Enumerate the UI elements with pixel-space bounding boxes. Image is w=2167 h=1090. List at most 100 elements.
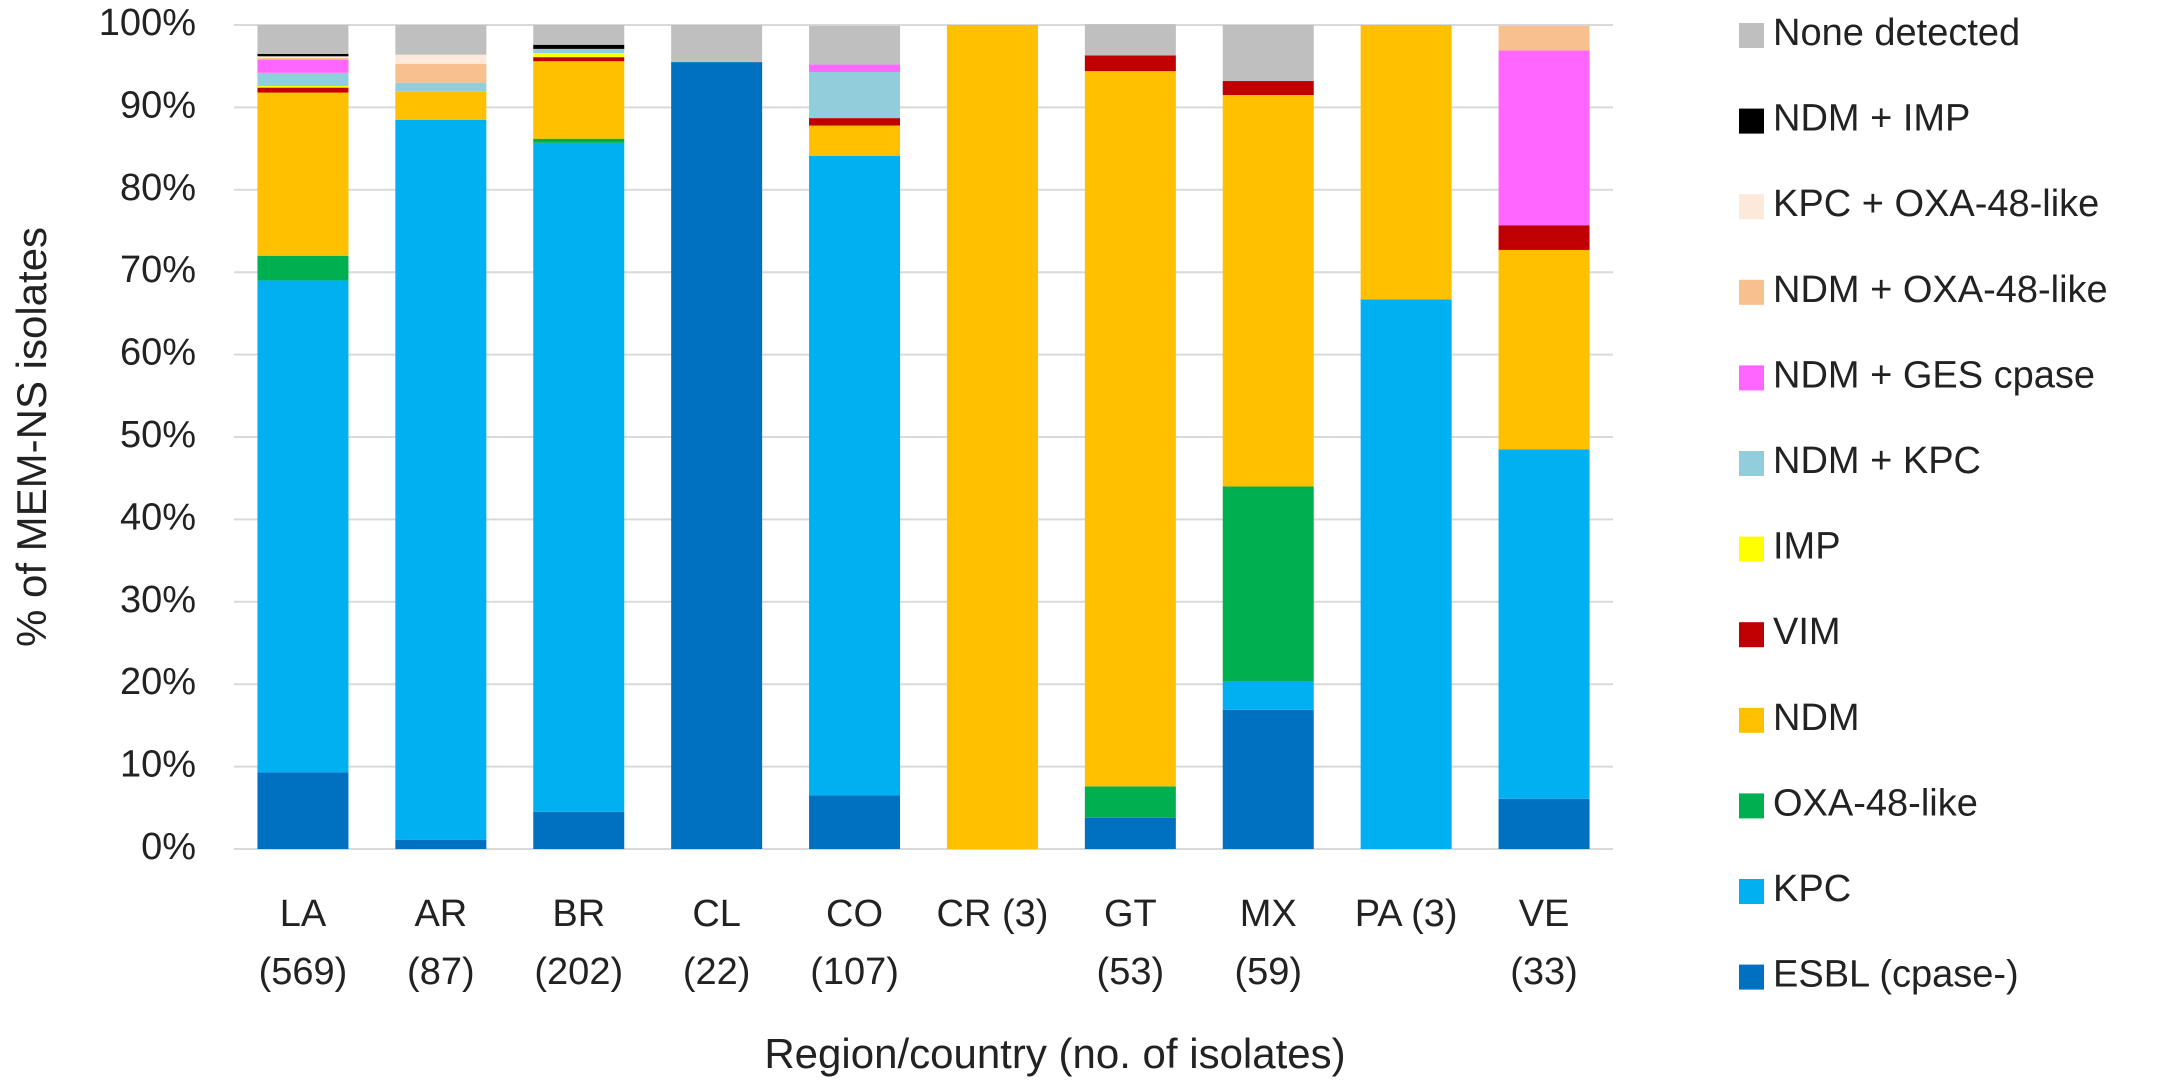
legend-swatch <box>1739 194 1764 220</box>
x-tick-label: LA <box>280 893 327 935</box>
legend-label: KPC <box>1773 868 1851 910</box>
y-tick-label: 10% <box>120 744 196 786</box>
x-tick-label: MX <box>1240 893 1297 935</box>
bar-segment <box>1222 25 1314 82</box>
bar-segment <box>533 57 625 62</box>
bar-segment <box>809 156 901 796</box>
y-tick-label: 0% <box>141 826 196 868</box>
y-tick-label: 90% <box>120 84 196 126</box>
legend-label: NDM <box>1773 697 1860 739</box>
bar-segment <box>1498 249 1590 450</box>
bar-segment <box>395 119 487 840</box>
y-tick-label: 30% <box>120 579 196 621</box>
bar-segment <box>1084 817 1176 849</box>
y-tick-label: 20% <box>120 661 196 703</box>
bar-segment <box>671 25 763 63</box>
legend-swatch <box>1739 23 1764 48</box>
bar-segment <box>1222 81 1314 96</box>
legend-swatch <box>1739 108 1764 134</box>
bar-segment <box>1222 709 1314 849</box>
y-tick-label: 60% <box>120 332 196 374</box>
bar-segment <box>257 59 349 73</box>
legend-label: NDM + GES cpase <box>1773 354 2095 396</box>
legend-label: None detected <box>1773 12 2020 54</box>
legend-swatch <box>1739 622 1764 648</box>
legend-label: NDM + KPC <box>1773 440 1981 482</box>
bar-segment <box>533 53 625 58</box>
bar-segment <box>1222 681 1314 710</box>
bar-segment <box>1498 50 1590 226</box>
bar-segment <box>533 25 625 45</box>
legend-swatch <box>1739 279 1764 305</box>
x-axis-title: Region/country (no. of isolates) <box>764 1030 1345 1077</box>
bar-segment <box>395 54 487 64</box>
x-tick-label: CL <box>692 893 741 935</box>
bar-segment <box>257 280 349 773</box>
x-tick-label: GT <box>1104 893 1157 935</box>
bar-segment <box>395 25 487 55</box>
bar-segment <box>257 57 349 60</box>
bar-segment <box>533 138 625 143</box>
x-tick-label: PA (3) <box>1355 893 1458 935</box>
bar-segment <box>1222 486 1314 682</box>
bar-segment <box>257 772 349 849</box>
legend-label: OXA-48-like <box>1773 782 1978 824</box>
bar-segment <box>533 44 625 49</box>
bar-segment <box>257 25 349 54</box>
bar-segment <box>1498 449 1590 799</box>
legend-swatch <box>1739 879 1764 904</box>
bar-segment <box>1084 71 1176 787</box>
bar-segment <box>1084 24 1176 56</box>
x-tick-label: (107) <box>810 951 899 993</box>
bar-segment <box>257 87 349 93</box>
bar-segment <box>257 53 349 57</box>
bar-segment <box>533 142 625 812</box>
legend-label: KPC + OXA-48-like <box>1773 183 2099 225</box>
legend-swatch <box>1739 451 1764 476</box>
x-tick-label: BR <box>552 893 605 935</box>
legend-swatch <box>1739 707 1764 733</box>
y-tick-label: 80% <box>120 167 196 209</box>
bar-segment <box>257 72 349 86</box>
x-tick-label: VE <box>1519 893 1570 935</box>
x-tick-label: (202) <box>534 951 623 993</box>
legend-label: VIM <box>1773 611 1841 653</box>
bar-segment <box>257 85 349 88</box>
legend-label: NDM + IMP <box>1773 98 1970 140</box>
x-tick-label: (33) <box>1510 951 1578 993</box>
bar-segment <box>1360 25 1452 300</box>
bar-segment <box>1498 798 1590 849</box>
legend-label: ESBL (cpase-) <box>1773 954 2019 996</box>
bar-segment <box>809 795 901 849</box>
y-tick-label: 70% <box>120 249 196 291</box>
x-tick-label: (569) <box>259 951 348 993</box>
bar-segment <box>533 61 625 139</box>
x-tick-label: CO <box>826 893 883 935</box>
bar-segment <box>809 118 901 126</box>
bar-segment <box>257 92 349 256</box>
bar-segment <box>809 25 901 65</box>
bar-segment <box>1084 55 1176 72</box>
bar-segment <box>809 64 901 72</box>
bar-segment <box>395 839 487 849</box>
x-tick-label: (87) <box>407 951 475 993</box>
bar-segment <box>809 71 901 119</box>
legend-swatch <box>1739 964 1764 990</box>
x-tick-label: AR <box>414 893 467 935</box>
bar-segment <box>1498 25 1590 51</box>
x-tick-label: CR (3) <box>937 893 1049 935</box>
legend-label: NDM + OXA-48-like <box>1773 269 2108 311</box>
legend-label: IMP <box>1773 526 1841 568</box>
bar-segment <box>809 125 901 157</box>
y-axis-title: % of MEM-NS isolates <box>8 227 55 647</box>
bar-segment <box>395 91 487 120</box>
bar-segment <box>946 25 1038 849</box>
legend-swatch <box>1739 793 1764 819</box>
bar-segment <box>1360 299 1452 850</box>
bar-segment <box>671 62 763 849</box>
y-tick-label: 40% <box>120 496 196 538</box>
bar-segment <box>257 56 349 58</box>
bar-segment <box>1222 95 1314 487</box>
bar-segment <box>1084 786 1176 818</box>
